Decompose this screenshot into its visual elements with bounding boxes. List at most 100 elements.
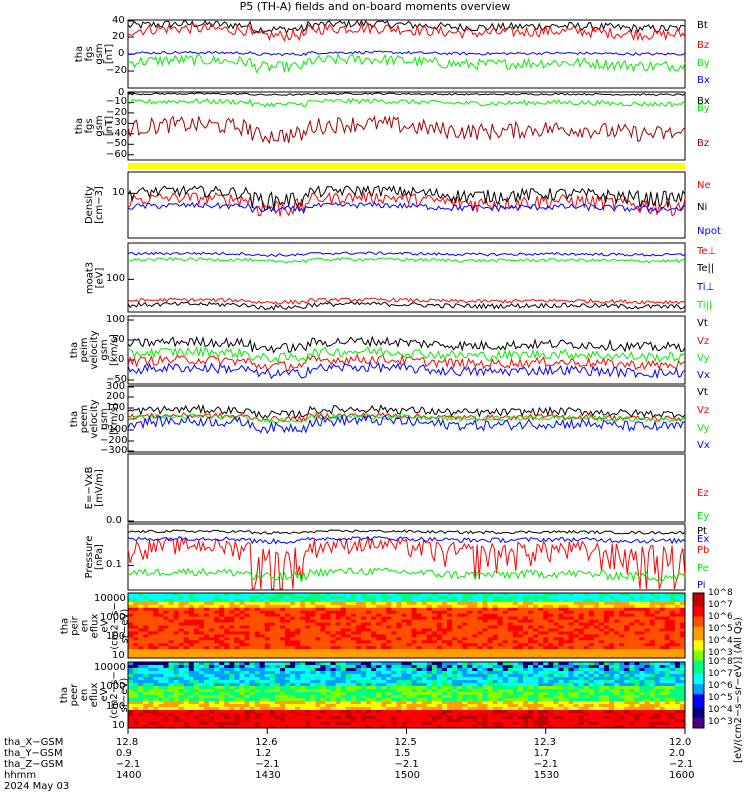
p5-legend-Vz: Vz [697,336,710,347]
plot-title: P5 (TH-A) fields and on-board moments ov… [239,0,511,13]
colorbar-swatch [693,724,704,729]
p2-legend-By: By [697,103,710,114]
colorbar-swatch [693,677,704,682]
p2-ytick-label: −50 [106,138,128,150]
colorbar-swatch [693,670,704,675]
colorbar-swatch [693,626,704,631]
colorbar-swatch [693,694,704,699]
colorbar-swatch [693,599,704,604]
p2-legend-Bx: Bx [697,96,710,107]
colorbar-tick-lower: 10^6 [708,681,733,691]
xaxis-row-value: 1500 [394,770,420,781]
xaxis-row-label: tha_X−GSM [4,737,64,748]
p5-ytick-label: 0 [118,354,125,365]
colorbar-swatch [693,660,704,665]
p7-legend-Ex: Ex [697,534,710,545]
p4-series-Te|| [127,301,686,311]
colorbar-swatch [693,647,704,651]
colorbar-swatch [693,663,704,668]
p2-frame [127,91,686,161]
colorbar-swatch [693,707,704,712]
p4-legend-Te⊥: Te⊥ [697,246,717,257]
colorbar-swatch [693,620,704,624]
colorbar-swatch [693,690,704,695]
colorbar-swatch [693,596,704,601]
p6-ylabel: tha peem velocity gsm [km/s] [69,399,120,439]
colorbar-tick-upper: 10^3 [708,648,733,658]
colorbar-swatch [693,623,704,628]
p2-ytick-label: −30 [106,117,128,129]
colorbar-swatch [693,717,704,722]
colorbar-tick-upper: 10^7 [708,600,733,610]
p7-ylabel: E=−VxB [mV/m] [84,466,105,510]
p4-series-Te⊥ [127,297,686,305]
p3-frame [127,171,686,239]
p3-ytick-label: 10 [112,187,125,199]
colorbar-swatch [693,593,704,597]
p4-series-Ti|| [127,257,686,264]
colorbar-swatch [693,711,704,715]
xaxis-row-value: 12.6 [255,737,278,748]
colorbar-swatch [693,674,704,678]
p2-series-Bz [127,115,686,145]
p6-ytick-label: 300 [106,381,126,392]
p5-legend-Vt: Vt [697,318,708,329]
xaxis-row-value: 12.0 [669,737,692,748]
colorbar-swatch [693,643,704,648]
p8-legend-Pb: Pb [697,545,710,556]
p5-series-Vx [127,360,686,380]
colorbar-swatch [693,606,704,611]
p1-series-Bt [127,19,686,35]
p6-ytick-label: −100 [100,424,128,435]
xaxis-row-value: 0.9 [116,748,132,759]
colorbar-tick-upper: 10^8 [708,588,733,598]
p6-series-Vz [127,412,686,423]
p2-ytick-label: −60 [106,148,128,160]
p6-series-Vt [127,403,686,420]
colorbar-tick-lower: 10^7 [708,669,733,679]
colorbar-tick-upper: 10^4 [708,636,733,646]
p6-ytick-label: 100 [106,402,126,413]
p1-legend-By: By [697,58,710,69]
p5-legend-Vx: Vx [697,370,710,381]
p4-ylabel: moat3 [eV] [84,261,105,294]
p2-series-By [127,97,686,108]
p1-legend-Bz: Bz [697,40,710,51]
p9-ytick-label: 1000 [100,611,126,623]
p8-ylabel: Pressure [nPa] [84,535,105,579]
p6-legend-Vx: Vx [697,440,710,451]
p3-series-Npot [127,201,686,215]
p1-ylabel: tha fgs gsm [nT] [74,43,115,65]
p7-ytick-label: 0.0 [106,515,122,526]
xaxis-row-value: 1430 [255,770,281,781]
p9-ylabel: tha peir en eflux eV (cm2−s− sr−eV) [59,601,130,650]
p2-ytick-label: −10 [106,96,128,108]
xaxis-date: 2024 May 03 [4,781,70,792]
p4-legend-Ti⊥: Ti⊥ [697,282,715,293]
p5-ytick-label: 50 [112,334,125,345]
colorbar-tick-lower: 10^8 [708,657,733,667]
p7-legend-Ez: Ez [697,488,709,499]
p4-legend-Te||: Te|| [697,263,715,274]
colorbar-swatch [693,633,704,638]
p2-ytick-label: −20 [106,106,128,118]
xaxis-row-label: hhmm [4,770,37,781]
colorbar-tick-lower: 10^5 [708,693,733,703]
p9-ytick-label: 10 [112,650,125,662]
p8-series-Pb [127,536,686,590]
colorbar-swatch [693,704,704,709]
p10-ytick-label: 10000 [94,661,126,673]
p2-legend-Bz: Bz [697,138,710,149]
quality-flag-bar [128,163,685,169]
p10-ylabel: tha peer en eflux eV (cm2−s− sr−eV) [59,671,130,719]
p4-frame [127,242,686,313]
xaxis-row-label: tha_Y−GSM [4,748,63,759]
colorbar-swatch [693,640,704,645]
xaxis-row-value: 12.5 [394,737,417,748]
p6-series-Vx [127,414,686,435]
p1-legend-Bx: Bx [697,75,710,86]
p2-ylabel: tha fgs gsm [nT] [74,115,115,137]
p1-series-Bz [127,21,686,42]
p1-ytick-label: −20 [106,65,128,76]
colorbar-swatch [693,667,704,672]
